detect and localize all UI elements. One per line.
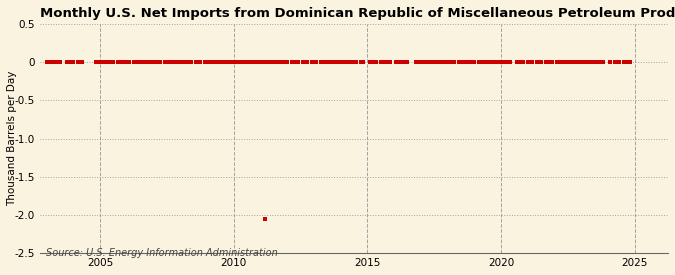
Text: Monthly U.S. Net Imports from Dominican Republic of Miscellaneous Petroleum Prod: Monthly U.S. Net Imports from Dominican … bbox=[40, 7, 675, 20]
Text: Source: U.S. Energy Information Administration: Source: U.S. Energy Information Administ… bbox=[47, 248, 278, 258]
Y-axis label: Thousand Barrels per Day: Thousand Barrels per Day bbox=[7, 71, 17, 206]
